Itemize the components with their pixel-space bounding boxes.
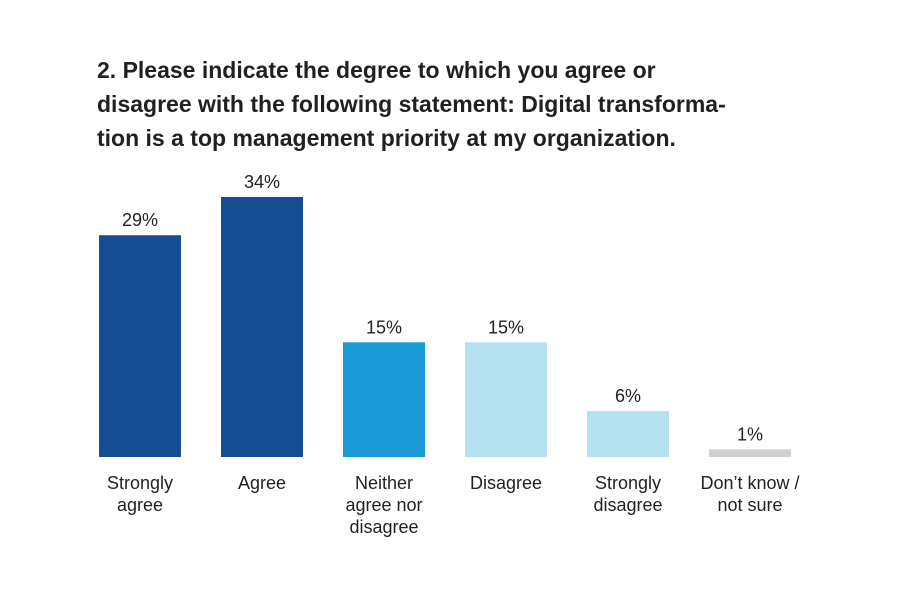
category-label: not sure — [717, 495, 782, 515]
category-label: Agree — [238, 473, 286, 493]
bar — [221, 197, 303, 457]
bar — [709, 449, 791, 457]
bar — [99, 235, 181, 457]
category-label: Don’t know / — [700, 473, 799, 493]
value-label: 6% — [615, 386, 641, 406]
category-label: disagree — [349, 517, 418, 537]
category-label: agree nor — [345, 495, 422, 515]
bar — [343, 342, 425, 457]
bar — [587, 411, 669, 457]
category-label: Neither — [355, 473, 413, 493]
value-label: 15% — [366, 317, 402, 337]
chart-title: 2. Please indicate the degree to which y… — [97, 57, 656, 83]
chart-title: tion is a top management priority at my … — [97, 125, 676, 151]
category-label: Strongly — [595, 473, 661, 493]
value-label: 15% — [488, 317, 524, 337]
category-label: Disagree — [470, 473, 542, 493]
value-label: 34% — [244, 172, 280, 192]
category-label: Strongly — [107, 473, 173, 493]
chart-title: disagree with the following statement: D… — [97, 91, 726, 117]
value-label: 1% — [737, 424, 763, 444]
value-label: 29% — [122, 210, 158, 230]
category-label: disagree — [593, 495, 662, 515]
category-label: agree — [117, 495, 163, 515]
bar — [465, 342, 547, 457]
